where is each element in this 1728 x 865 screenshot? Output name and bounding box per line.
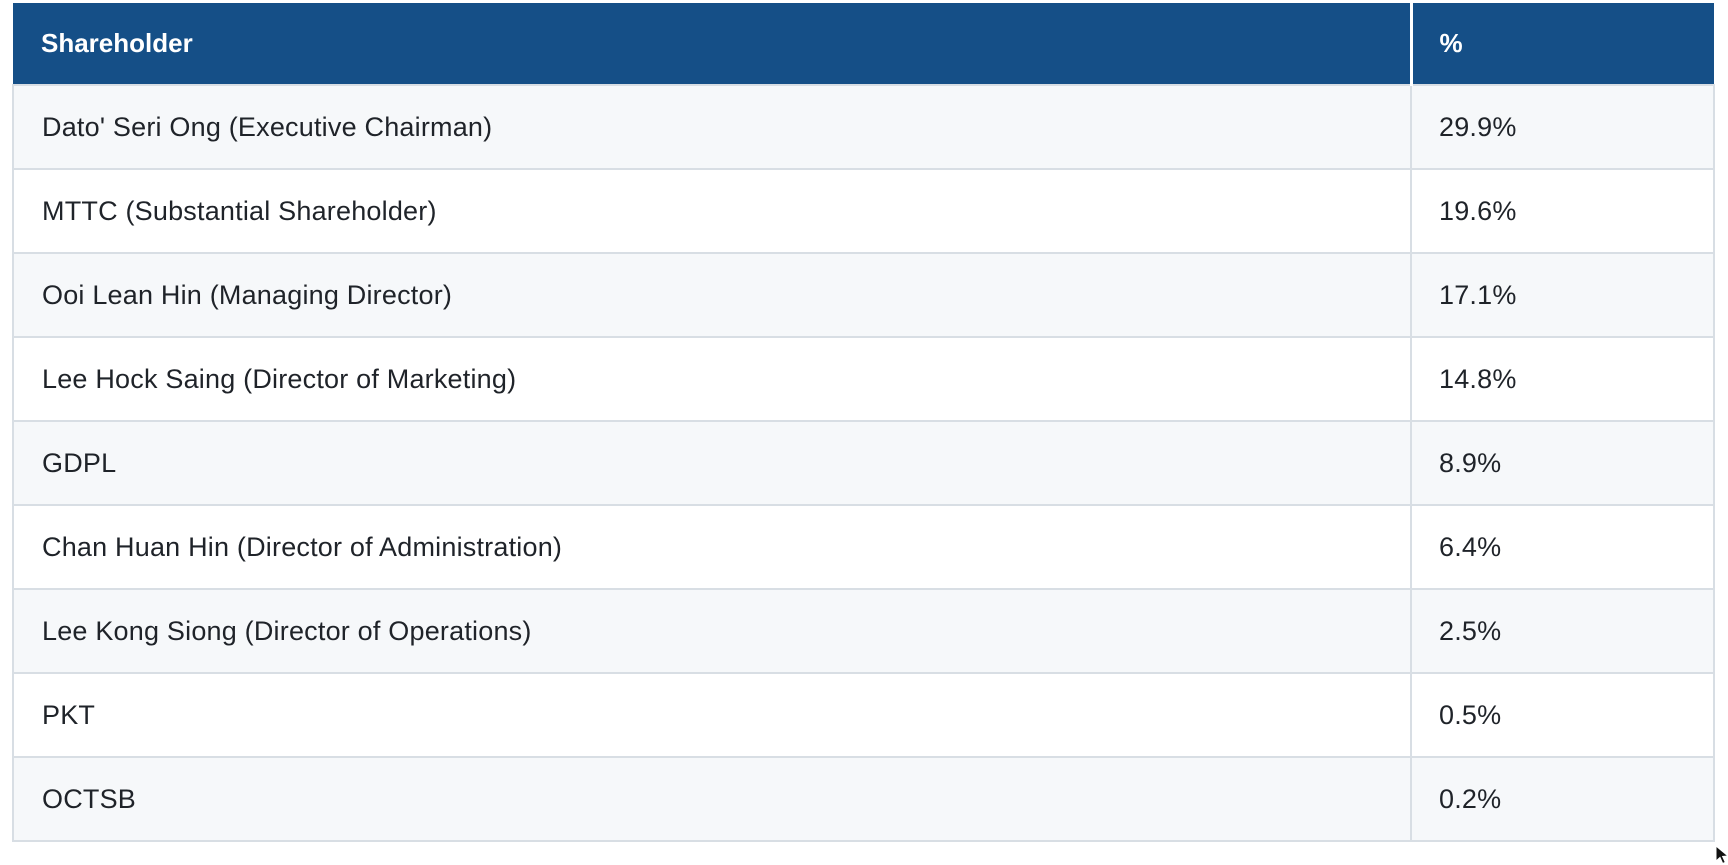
shareholders-table-container: Shareholder % Dato' Seri Ong (Executive … (12, 3, 1715, 842)
shareholder-cell: MTTC (Substantial Shareholder) (12, 168, 1412, 254)
percent-cell: 0.2% (1410, 756, 1715, 842)
shareholder-cell: GDPL (12, 420, 1412, 506)
table-row: OCTSB 0.2% (12, 756, 1715, 842)
column-header-percent: % (1409, 3, 1714, 85)
shareholder-cell: OCTSB (12, 756, 1412, 842)
percent-cell: 14.8% (1410, 336, 1715, 422)
column-header-shareholder: Shareholder (13, 3, 1411, 85)
percent-cell: 19.6% (1410, 168, 1715, 254)
table-row: Chan Huan Hin (Director of Administratio… (12, 504, 1715, 590)
shareholder-cell: Lee Hock Saing (Director of Marketing) (12, 336, 1412, 422)
percent-cell: 8.9% (1410, 420, 1715, 506)
header-row: Shareholder % (13, 3, 1714, 85)
table-row: PKT 0.5% (12, 672, 1715, 758)
shareholder-cell: Chan Huan Hin (Director of Administratio… (12, 504, 1412, 590)
table-row: Lee Hock Saing (Director of Marketing) 1… (12, 336, 1715, 422)
shareholder-cell: Dato' Seri Ong (Executive Chairman) (12, 84, 1412, 170)
percent-cell: 0.5% (1410, 672, 1715, 758)
table-header: Shareholder % (13, 3, 1714, 85)
table-row: Ooi Lean Hin (Managing Director) 17.1% (12, 252, 1715, 338)
table-row: MTTC (Substantial Shareholder) 19.6% (12, 168, 1715, 254)
shareholder-cell: Ooi Lean Hin (Managing Director) (12, 252, 1412, 338)
percent-cell: 29.9% (1410, 84, 1715, 170)
table-body: Dato' Seri Ong (Executive Chairman) 29.9… (12, 84, 1715, 842)
percent-cell: 6.4% (1410, 504, 1715, 590)
table-row: Lee Kong Siong (Director of Operations) … (12, 588, 1715, 674)
shareholder-cell: PKT (12, 672, 1412, 758)
mouse-cursor-icon (1715, 845, 1728, 865)
table-row: Dato' Seri Ong (Executive Chairman) 29.9… (12, 84, 1715, 170)
table-row: GDPL 8.9% (12, 420, 1715, 506)
shareholder-cell: Lee Kong Siong (Director of Operations) (12, 588, 1412, 674)
shareholders-table: Shareholder % Dato' Seri Ong (Executive … (12, 3, 1715, 842)
percent-cell: 2.5% (1410, 588, 1715, 674)
percent-cell: 17.1% (1410, 252, 1715, 338)
